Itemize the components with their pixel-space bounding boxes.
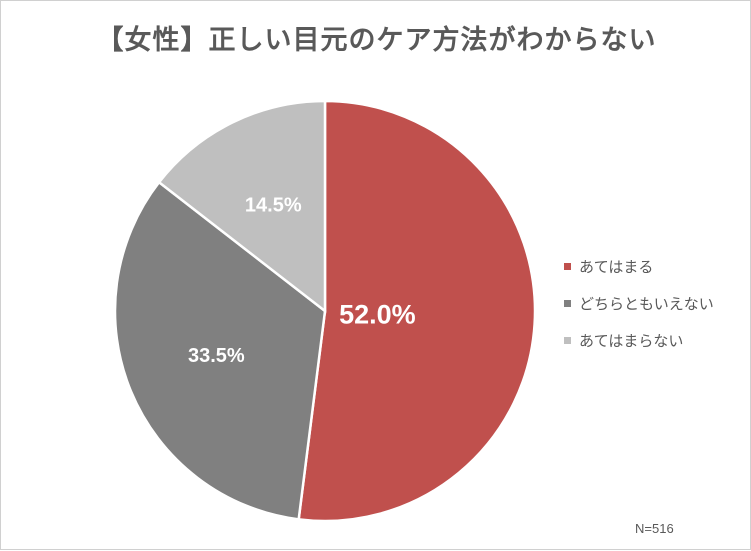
legend-swatch	[564, 300, 571, 307]
pie-slice	[297, 99, 537, 523]
pie-data-label: 52.0%	[339, 299, 416, 329]
pie-slice	[113, 180, 327, 521]
pie-slice	[157, 99, 327, 314]
legend-label: どちらともいえない	[579, 295, 714, 313]
legend-item: どちらともいえない	[564, 294, 714, 313]
legend: あてはまる どちらともいえない あてはまらない	[564, 257, 714, 368]
pie-data-label: 33.5%	[188, 345, 245, 367]
pie-data-label: 14.5%	[245, 194, 302, 216]
legend-item: あてはまらない	[564, 331, 714, 350]
sample-size-note: N=516	[635, 521, 674, 536]
legend-swatch	[564, 337, 571, 344]
legend-label: あてはまらない	[579, 332, 684, 350]
chart-title: 【女性】正しい目元のケア方法がわからない	[96, 25, 657, 56]
legend-item: あてはまる	[564, 257, 714, 276]
legend-swatch	[564, 263, 571, 270]
legend-label: あてはまる	[579, 258, 654, 276]
